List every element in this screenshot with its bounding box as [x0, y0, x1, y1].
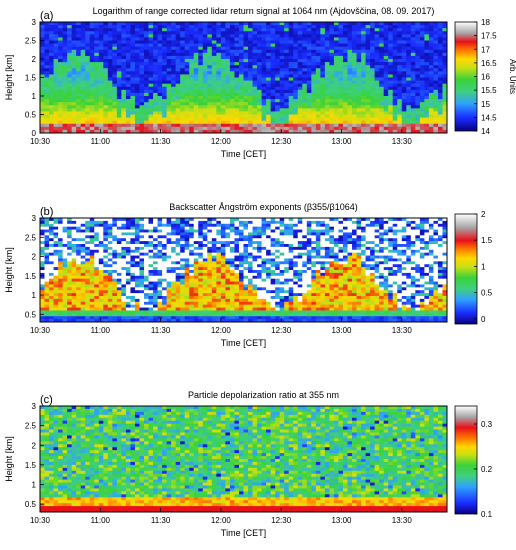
heatmap-field: [40, 22, 448, 134]
colorbar-tick-label: 15: [481, 100, 490, 109]
x-tick-label: 11:30: [151, 516, 171, 525]
y-tick-label: 1.5: [25, 272, 37, 281]
panel-label: (c): [40, 394, 53, 406]
y-tick-label: 1: [32, 92, 37, 101]
y-tick-label: 3: [32, 214, 37, 223]
colorbar-gradient: [454, 405, 478, 515]
x-tick-label: 13:30: [392, 516, 413, 525]
heatmap-field: [40, 406, 448, 513]
colorbar-tick-label: 2: [481, 210, 486, 219]
colorbar-tick-label: 14.5: [481, 113, 497, 122]
x-tick-label: 11:00: [91, 137, 111, 146]
x-tick-label: 10:30: [30, 516, 51, 525]
x-tick-label: 10:30: [30, 137, 51, 146]
y-tick-label: 2.5: [25, 37, 37, 46]
colorbar: 0 0.5 1 1.5 2: [454, 210, 493, 325]
y-tick-label: 2.5: [25, 422, 37, 431]
y-tick-label: 0.5: [25, 500, 37, 509]
x-tick-label: 12:30: [271, 137, 292, 146]
colorbar-tick-label: 0: [481, 315, 486, 324]
panel-3: Particle depolarization ratio at 355 nm (…: [4, 390, 493, 538]
x-tick-label: 12:30: [271, 516, 292, 525]
colorbar-gradient: [454, 21, 478, 132]
y-tick-label: 1.5: [25, 74, 37, 83]
colorbar-gradient: [454, 213, 478, 325]
colorbar-tick-label: 15.5: [481, 86, 497, 95]
x-tick-label: 12:00: [211, 137, 232, 146]
y-tick-label: 0: [32, 129, 37, 138]
colorbar: 14 14.5 15 15.5 16 16.5 17 17.5 18 Arb. Units: [454, 18, 516, 136]
plot-frame: [39, 217, 448, 323]
colorbar-tick-label: 16.5: [481, 59, 497, 68]
y-axis-label: Height [km]: [4, 55, 14, 101]
x-tick-label: 11:00: [91, 326, 111, 335]
x-tick-label: 13:00: [331, 326, 352, 335]
y-tick-label: 0.5: [25, 111, 37, 120]
x-tick-label: 12:00: [211, 326, 232, 335]
colorbar-label: Arb. Units: [508, 59, 516, 94]
x-axis-label: Time [CET]: [221, 149, 266, 159]
y-tick-label: 0.5: [25, 310, 37, 319]
x-axis-label: Time [CET]: [221, 528, 266, 538]
panel-2: Backscatter Ångström exponents (β355/β10…: [4, 202, 493, 348]
y-axis-label: Height [km]: [4, 436, 14, 482]
colorbar-tick-label: 1: [481, 262, 486, 271]
colorbar-tick-label: 14: [481, 127, 490, 136]
colorbar-tick-label: 18: [481, 18, 490, 27]
x-tick-label: 10:30: [30, 326, 51, 335]
y-tick-label: 1: [32, 291, 37, 300]
colorbar-tick-label: 16: [481, 73, 490, 82]
x-axis-label: Time [CET]: [221, 338, 266, 348]
panel-title: Particle depolarization ratio at 355 nm: [188, 390, 339, 400]
x-tick-label: 11:00: [91, 516, 111, 525]
y-tick-label: 3: [32, 402, 37, 411]
colorbar-tick-label: 17.5: [481, 32, 497, 41]
colorbar-tick-label: 0.2: [481, 465, 493, 474]
x-tick-label: 12:00: [211, 516, 232, 525]
x-tick-label: 12:30: [271, 326, 292, 335]
x-tick-label: 13:30: [392, 137, 413, 146]
y-axis-label: Height [km]: [4, 247, 14, 293]
panel-label: (b): [40, 206, 53, 218]
x-tick-label: 11:30: [151, 137, 171, 146]
x-tick-label: 13:00: [331, 137, 352, 146]
y-tick-label: 3: [32, 18, 37, 27]
y-tick-label: 2.5: [25, 233, 37, 242]
colorbar-tick-label: 0.3: [481, 420, 493, 429]
x-tick-label: 13:30: [392, 326, 413, 335]
colorbar-tick-label: 0.5: [481, 289, 493, 298]
x-tick-label: 13:00: [331, 516, 352, 525]
y-tick-label: 2: [32, 253, 37, 262]
panel-1: Logarithm of range corrected lidar retur…: [4, 6, 516, 159]
colorbar-tick-label: 0.1: [481, 510, 493, 519]
y-tick-label: 1: [32, 481, 37, 490]
colorbar-tick-label: 1.5: [481, 236, 493, 245]
colorbar-tick-label: 17: [481, 45, 490, 54]
panel-label: (a): [40, 10, 53, 22]
colorbar: 0.1 0.2 0.3: [454, 405, 493, 519]
x-tick-label: 11:30: [151, 326, 171, 335]
y-tick-label: 2: [32, 441, 37, 450]
y-tick-label: 1.5: [25, 461, 37, 470]
heatmap-field: [40, 218, 448, 323]
plot-frame: [39, 405, 448, 513]
panel-title: Logarithm of range corrected lidar retur…: [93, 6, 435, 16]
panel-title: Backscatter Ångström exponents (β355/β10…: [169, 202, 357, 212]
y-tick-label: 2: [32, 55, 37, 64]
